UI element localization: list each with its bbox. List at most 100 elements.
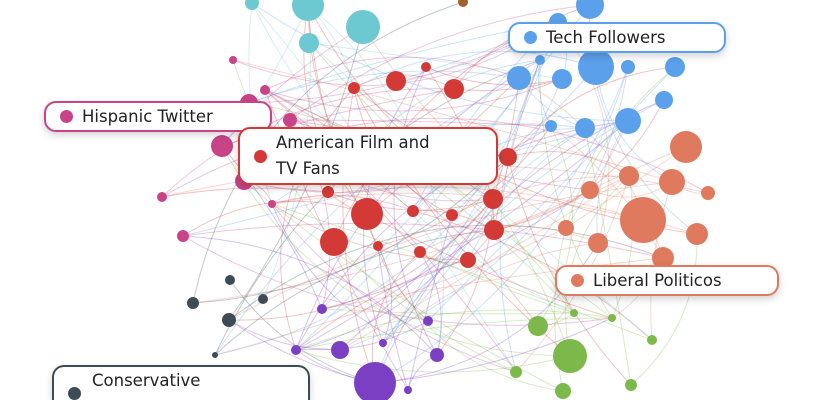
edge (221, 145, 571, 357)
edge (382, 242, 599, 344)
edge (427, 66, 676, 322)
edge (321, 257, 664, 310)
node (570, 309, 578, 317)
node (545, 120, 557, 132)
node (483, 189, 503, 209)
edge (507, 156, 632, 386)
edge (596, 120, 629, 244)
edge (295, 259, 469, 351)
node (222, 313, 236, 327)
node (558, 220, 574, 236)
edge (451, 175, 630, 216)
node (659, 169, 685, 195)
cluster-label[interactable]: Conservative (52, 365, 310, 400)
node (578, 49, 614, 85)
cluster-dot (524, 31, 537, 44)
edge (412, 210, 653, 341)
node (507, 66, 531, 90)
cluster-label-text: Hispanic Twitter (82, 106, 213, 126)
edge (192, 175, 630, 304)
edge (214, 77, 520, 356)
edge (374, 127, 586, 384)
node (499, 148, 517, 166)
cluster-label-text: Conservative (92, 371, 201, 390)
edge (228, 198, 494, 321)
node (446, 209, 458, 221)
node (458, 0, 468, 7)
node (421, 62, 431, 72)
edge (321, 308, 575, 315)
edge (264, 89, 539, 327)
edge (214, 227, 567, 356)
node (647, 335, 657, 345)
edge (251, 2, 629, 122)
cluster-label[interactable]: Liberal Politicos (555, 265, 779, 296)
node (652, 247, 674, 269)
cluster-label[interactable]: Tech Followers (508, 22, 726, 53)
edge (467, 127, 586, 261)
node (620, 197, 666, 243)
node (588, 233, 608, 253)
node (625, 379, 637, 391)
edge (419, 251, 442, 356)
edge (271, 203, 438, 356)
node (317, 304, 327, 314)
node (665, 57, 685, 77)
edge (232, 59, 673, 183)
node (552, 69, 572, 89)
cluster-label[interactable]: Hispanic Twitter (44, 101, 272, 132)
edge (499, 59, 541, 373)
edge (295, 120, 629, 351)
edge (228, 181, 673, 321)
edge (374, 66, 629, 384)
node (608, 314, 616, 322)
node (528, 316, 548, 336)
node (331, 341, 349, 359)
node (444, 79, 464, 99)
edge (192, 1, 464, 304)
node (283, 113, 297, 127)
edge (538, 59, 552, 127)
node (655, 91, 673, 109)
edge (221, 145, 323, 310)
cluster-dot (60, 110, 73, 123)
node (619, 166, 639, 186)
edge (507, 151, 630, 177)
edge (339, 198, 494, 351)
edge (611, 175, 634, 319)
edge (264, 78, 563, 112)
edge (248, 70, 520, 104)
node (670, 131, 702, 163)
edge (374, 99, 665, 384)
edge (377, 245, 564, 392)
node (430, 348, 444, 362)
node (615, 108, 641, 134)
node (373, 241, 383, 251)
node (386, 71, 406, 91)
node (346, 10, 380, 44)
node (407, 205, 419, 217)
edge (353, 50, 597, 89)
cluster-dot (571, 274, 584, 287)
cluster-label[interactable]: American Film and TV Fans (238, 127, 498, 185)
edge (492, 77, 520, 200)
edge (339, 175, 630, 351)
edge (271, 203, 653, 341)
node (686, 223, 708, 245)
edge (436, 198, 494, 356)
edge (451, 66, 597, 216)
edge (251, 2, 575, 314)
edge (182, 235, 438, 356)
edge (377, 245, 409, 391)
edge (271, 194, 414, 212)
node (414, 246, 426, 258)
edge (407, 214, 453, 391)
edge (295, 309, 613, 351)
edge (419, 226, 599, 253)
node (553, 339, 587, 373)
cluster-label-text: American Film and TV Fans (276, 133, 430, 178)
edge (453, 78, 563, 92)
node (423, 316, 433, 326)
